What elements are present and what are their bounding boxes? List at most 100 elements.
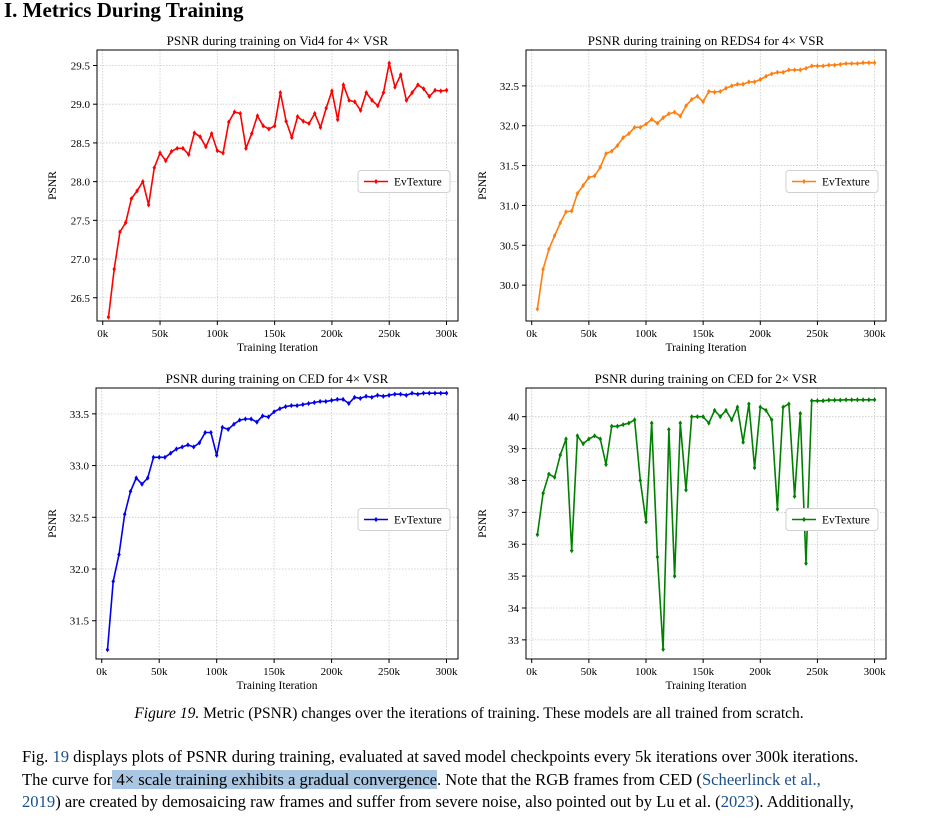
data-point bbox=[427, 390, 432, 396]
x-tick-label: 50k bbox=[581, 666, 598, 678]
data-point bbox=[741, 81, 745, 87]
data-point bbox=[364, 393, 368, 399]
data-point bbox=[272, 409, 276, 415]
chart-title: PSNR during training on CED for 2× VSR bbox=[595, 372, 818, 386]
y-tick-label: 37 bbox=[508, 507, 520, 519]
data-point bbox=[849, 397, 854, 403]
chart-ced2: 0k 50k 100k 150k 200k 250k 300k 33 34 35 36 37 38 39 4… bbox=[477, 372, 887, 692]
data-point bbox=[186, 151, 191, 158]
citation-link[interactable]: 2019 bbox=[22, 792, 56, 811]
data-point bbox=[798, 410, 803, 417]
data-point bbox=[105, 647, 110, 653]
data-point bbox=[569, 548, 574, 554]
data-point bbox=[707, 420, 711, 426]
x-tick-label: 200k bbox=[749, 328, 772, 340]
y-axis-label: PSNR bbox=[477, 171, 489, 200]
data-point bbox=[569, 208, 574, 214]
data-point bbox=[358, 395, 363, 401]
data-point bbox=[615, 423, 620, 429]
data-point bbox=[775, 69, 780, 75]
data-point bbox=[421, 390, 426, 396]
data-point bbox=[438, 390, 443, 396]
data-point bbox=[678, 113, 683, 119]
x-tick-label: 0k bbox=[97, 328, 109, 340]
selected-text[interactable]: 4× scale training exhibits a gradual con… bbox=[112, 769, 437, 789]
y-tick-label: 30.5 bbox=[500, 240, 520, 252]
data-point bbox=[541, 490, 545, 496]
y-tick-label: 33 bbox=[508, 635, 520, 647]
data-point bbox=[375, 103, 380, 109]
figure-label: Figure 19. bbox=[134, 705, 200, 722]
data-point bbox=[804, 560, 808, 566]
body-line-2: The curve for 4× scale training exhibits… bbox=[22, 769, 927, 792]
data-point bbox=[439, 88, 443, 94]
data-point bbox=[689, 96, 694, 103]
y-tick-label: 38 bbox=[508, 475, 520, 487]
citation-link[interactable]: Scheerlinck et al., bbox=[701, 769, 821, 789]
data-point bbox=[157, 454, 162, 460]
data-point bbox=[381, 89, 386, 96]
data-point bbox=[214, 452, 219, 458]
data-point bbox=[655, 554, 660, 560]
data-point bbox=[284, 118, 288, 124]
data-point bbox=[221, 150, 225, 156]
y-tick-label: 34 bbox=[508, 603, 520, 615]
data-point bbox=[558, 220, 563, 226]
y-tick-label: 27.0 bbox=[71, 254, 91, 266]
data-point bbox=[649, 420, 654, 426]
data-point bbox=[644, 519, 648, 525]
data-point bbox=[387, 392, 391, 398]
data-point bbox=[255, 419, 259, 425]
data-point bbox=[638, 477, 643, 484]
data-point bbox=[375, 392, 380, 398]
data-point bbox=[192, 130, 197, 136]
data-point bbox=[558, 452, 563, 458]
citation-link[interactable]: 2023 bbox=[720, 792, 754, 811]
x-tick-label: 200k bbox=[321, 328, 344, 340]
y-tick-label: 36 bbox=[508, 539, 520, 551]
data-point bbox=[118, 229, 122, 235]
data-point bbox=[129, 196, 134, 202]
data-point bbox=[689, 414, 694, 420]
data-point bbox=[769, 417, 774, 423]
y-tick-label: 32.0 bbox=[500, 121, 520, 133]
data-point bbox=[838, 61, 843, 67]
data-point bbox=[598, 436, 603, 442]
data-point bbox=[158, 150, 162, 156]
data-point bbox=[587, 436, 591, 442]
body-line-3: 2019) are created by demosaicing raw fra… bbox=[22, 791, 927, 814]
data-point bbox=[318, 124, 323, 131]
data-point bbox=[301, 118, 306, 124]
data-point bbox=[781, 404, 785, 410]
data-point bbox=[260, 413, 265, 419]
data-point bbox=[615, 143, 620, 149]
chart-title: PSNR during training on CED for 4× VSR bbox=[166, 372, 389, 386]
data-point bbox=[410, 390, 414, 396]
body-text-segment: Fig. bbox=[22, 747, 53, 766]
data-point bbox=[198, 134, 202, 140]
legend-label: EvTexture bbox=[394, 515, 442, 527]
data-point bbox=[266, 414, 271, 420]
data-point bbox=[581, 441, 585, 447]
data-point bbox=[609, 423, 614, 429]
x-axis-label: Training Iteration bbox=[236, 680, 317, 692]
legend-box bbox=[357, 170, 451, 193]
x-axis-label: Training Iteration bbox=[665, 680, 746, 692]
data-point bbox=[415, 391, 420, 397]
data-point bbox=[552, 474, 557, 480]
y-tick-label: 31.5 bbox=[500, 161, 520, 173]
data-point bbox=[146, 202, 151, 208]
section-heading: I. Metrics During Training bbox=[4, 0, 244, 22]
data-point bbox=[398, 391, 403, 397]
data-point bbox=[827, 62, 831, 68]
data-point bbox=[295, 113, 300, 120]
data-point bbox=[701, 99, 705, 105]
data-point bbox=[249, 131, 254, 137]
body-text-segment: ). Additionally, bbox=[753, 792, 854, 811]
y-tick-label: 30.0 bbox=[500, 280, 520, 292]
data-point bbox=[758, 76, 763, 83]
x-tick-label: 100k bbox=[206, 666, 229, 678]
data-point bbox=[238, 110, 243, 117]
data-point bbox=[655, 120, 660, 126]
figure-link[interactable]: 19 bbox=[52, 747, 70, 766]
